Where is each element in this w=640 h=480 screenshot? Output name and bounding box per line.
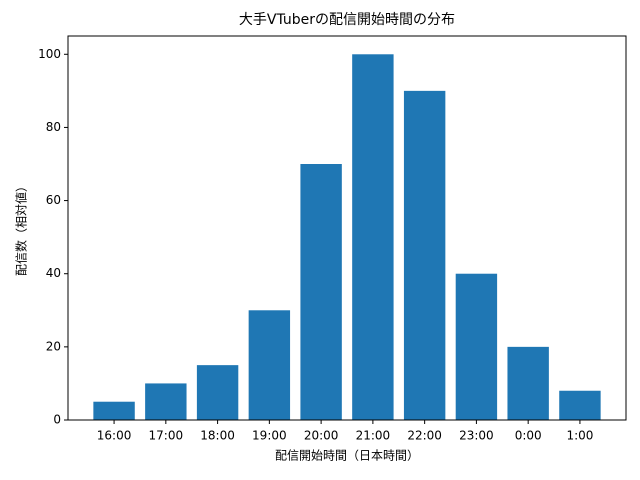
y-tick-label: 60 bbox=[46, 193, 61, 207]
bar bbox=[455, 273, 498, 420]
x-axis-label: 配信開始時間（日本時間） bbox=[275, 449, 419, 463]
bar bbox=[196, 365, 239, 420]
bar bbox=[145, 383, 187, 420]
x-tick-label: 17:00 bbox=[149, 429, 184, 443]
bar bbox=[300, 164, 342, 420]
x-tick-label: 23:00 bbox=[459, 429, 494, 443]
y-tick-label: 80 bbox=[46, 120, 61, 134]
bar bbox=[403, 90, 446, 420]
x-tick-label: 16:00 bbox=[97, 429, 132, 443]
x-tick-label: 22:00 bbox=[407, 429, 442, 443]
y-tick-label: 40 bbox=[46, 266, 61, 280]
bar bbox=[352, 54, 394, 421]
bar bbox=[93, 401, 135, 420]
axes-frame bbox=[67, 35, 627, 421]
bar bbox=[507, 346, 549, 420]
x-tick-label: 19:00 bbox=[252, 429, 287, 443]
y-tick-label: 20 bbox=[46, 339, 61, 353]
x-tick-label: 18:00 bbox=[200, 429, 235, 443]
chart-title: 大手VTuberの配信開始時間の分布 bbox=[239, 12, 455, 28]
bar bbox=[248, 310, 291, 420]
x-tick-label: 20:00 bbox=[304, 429, 339, 443]
y-tick-label: 0 bbox=[53, 413, 61, 427]
x-tick-label: 21:00 bbox=[356, 429, 391, 443]
y-axis-label: 配信数（相対値） bbox=[14, 180, 29, 276]
x-tick-label: 0:00 bbox=[515, 429, 542, 443]
y-tick-label: 100 bbox=[38, 47, 61, 61]
x-tick-label: 1:00 bbox=[566, 429, 593, 443]
bar bbox=[559, 390, 601, 420]
